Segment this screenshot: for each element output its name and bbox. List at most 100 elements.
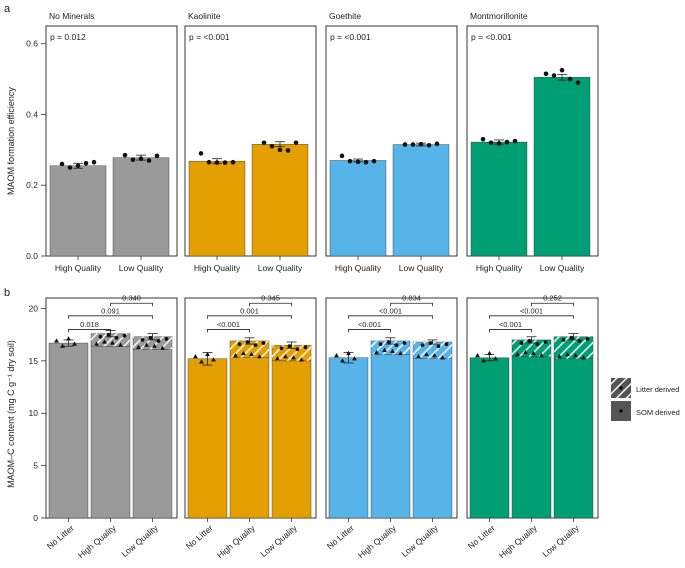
panel-b-facet-1: No Litter High Quality Low Quality<0.0010.… — [184, 294, 317, 560]
panel-b-litter-point-3-1-3 — [527, 339, 532, 343]
panel-b-som-point-3-2-4 — [573, 353, 578, 358]
panel-b-litter-point-3-2-7 — [585, 336, 590, 341]
panel-b-xtick-label-3-2: Low Quality — [540, 522, 581, 559]
panel-b-som-point-1-0-3 — [211, 357, 216, 362]
panel-b-som-point-3-2-2 — [565, 351, 570, 357]
panel-b-som-point-2-2-6 — [440, 355, 445, 360]
panel-b-litter-point-3-2-3 — [569, 335, 574, 340]
panel-a-ytick-label-3: 0.6 — [26, 39, 38, 49]
panel-b-som-point-3-1-0 — [515, 351, 520, 357]
panel-b-litter-point-1-2-3 — [287, 344, 292, 349]
panel-b-bar-som-2-2 — [412, 358, 453, 519]
panel-b-bar-som-1-1 — [229, 357, 270, 519]
panel-b-litter-point-2-2-3 — [428, 341, 433, 345]
panel-a-point-3-1-4 — [575, 80, 581, 85]
panel-a-point-2-0-2 — [355, 159, 361, 165]
panel-b-litter-point-0-2-1 — [140, 338, 145, 342]
panel-a-bar-3-0 — [470, 141, 528, 257]
panel-b-som-point-2-0-1 — [340, 358, 345, 363]
panel-b-litter-point-3-2-5 — [577, 339, 582, 343]
panel-a-point-3-1-2 — [559, 67, 565, 73]
panel-b-som-point-0-1-0 — [94, 341, 99, 346]
panel-a-xtick-label-2-0: High Quality — [335, 263, 382, 273]
panel-a-point-3-0-1 — [488, 140, 494, 146]
panel-a-point-1-0-2 — [214, 160, 220, 165]
panel-b-som-point-1-2-2 — [283, 354, 288, 359]
panel-b-som-point-2-1-0 — [374, 349, 379, 355]
panel-b-litter-point-2-1-3 — [386, 340, 391, 344]
panel-b-facet-2: No Litter High Quality Low Quality <0.001 <0… — [325, 294, 458, 560]
panel-a-point-2-0-4 — [371, 158, 377, 164]
panel-b-som-point-1-0-0 — [193, 354, 198, 359]
panel-a-point-3-1-3 — [567, 76, 573, 82]
panel-b-bar-som-1-0 — [187, 358, 228, 519]
legend: Litter derived SOM derived — [611, 378, 680, 421]
panel-b-som-point-2-1-2 — [382, 347, 387, 352]
panel-b-xtick-label-2-1: High Quality — [356, 522, 398, 560]
panel-a-ytick-label-0: 0.0 — [26, 251, 38, 261]
panel-b-litter-point-3-2-1 — [561, 338, 566, 342]
panel-b-litter-point-2-2-1 — [420, 343, 425, 348]
panel-b-comparison-bracket-2-1 — [348, 315, 433, 319]
panel-a-facet-2: Goethite p = <0.001 High Quality Low Qualit… — [325, 11, 458, 273]
panel-b-comparison-bracket-2-2 — [390, 302, 433, 307]
panel-a-facet-title-3: Montmorillonite — [470, 11, 528, 21]
panel-b-comparison-label-2-2: 0.834 — [402, 294, 421, 303]
panel-a-point-3-0-0 — [480, 136, 486, 142]
panel-a-point-1-0-3 — [222, 160, 228, 165]
panel-a-point-2-1-4 — [434, 141, 440, 147]
panel-b-som-point-2-0-3 — [352, 356, 357, 361]
panel-b-som-point-0-1-6 — [118, 342, 123, 347]
legend-som-label: SOM derived — [636, 408, 680, 417]
panel-b-som-point-1-0-2 — [205, 351, 210, 357]
panel-a-bar-1-1 — [251, 143, 309, 257]
panel-b-som-point-1-1-6 — [257, 354, 262, 359]
panel-a-point-1-0-0 — [198, 151, 204, 156]
panel-b-comparison-label-1-0: <0.001 — [217, 320, 240, 329]
panel-b-comparison-label-2-0: <0.001 — [358, 320, 381, 329]
panel-b-comparison-label-1-1: 0.001 — [240, 306, 259, 315]
panel-b-litter-point-2-2-7 — [444, 342, 449, 346]
panel-b-facets: No Litter High Quality Low Quality0.0180.0… — [45, 294, 599, 560]
panel-b-bar-som-3-0 — [469, 357, 510, 519]
legend-litter-label: Litter derived — [636, 385, 679, 394]
panel-b-litter-point-1-2-7 — [303, 345, 308, 350]
panel-b-bar-som-3-1 — [511, 356, 552, 519]
panel-a-bar-0-1 — [112, 157, 170, 257]
panel-b-som-point-0-1-4 — [110, 340, 115, 345]
panel-a-point-0-0-1 — [67, 165, 73, 170]
panel-b-som-point-0-0-2 — [66, 336, 71, 341]
panel-b-ytick-label-4: 20 — [29, 303, 39, 313]
panel-b-bar-som-0-0 — [48, 342, 89, 519]
panel-a-xtick-label-1-0: High Quality — [194, 263, 241, 273]
panel-a-facet-title-2: Goethite — [329, 11, 361, 21]
panel-b-comparison-label-3-2: 0.252 — [543, 294, 562, 303]
panel-b-som-point-0-0-3 — [72, 341, 77, 346]
panel-b-litter-point-3-1-7 — [543, 340, 548, 344]
panel-b-xtick-label-1-1: High Quality — [215, 522, 257, 560]
panel-b-xtick-label-0-0: No Litter — [45, 523, 76, 551]
panel-b-litter-point-2-1-1 — [378, 342, 383, 346]
panel-b-litter-point-1-1-1 — [237, 342, 242, 346]
panel-a-facet-3: Montmorillonite p = <0.001 High Quality Low… — [466, 11, 599, 273]
panel-b-comparison-bracket-2-0 — [348, 329, 391, 333]
panel-a-point-0-1-0 — [122, 152, 128, 158]
panel-b-som-point-0-2-0 — [136, 344, 141, 349]
panel-a-p-value-1: p = <0.001 — [189, 32, 230, 42]
panel-b-som-point-1-2-6 — [299, 357, 304, 362]
panel-b-som-point-0-2-4 — [152, 343, 157, 348]
panel-b-comparison-label-3-0: <0.001 — [499, 320, 522, 329]
panel-b-litter-point-1-1-5 — [253, 343, 258, 348]
panel-a-xtick-label-0-0: High Quality — [55, 263, 102, 273]
panel-b-som-point-1-2-4 — [291, 355, 296, 360]
panel-a-p-value-3: p = <0.001 — [471, 32, 512, 42]
panel-a-point-1-1-4 — [293, 140, 299, 146]
panel-a-point-0-1-4 — [154, 153, 160, 159]
panel-b-comparison-bracket-1-0 — [207, 329, 250, 333]
panel-a-point-0-1-3 — [146, 158, 152, 163]
panel-b-comparison-label-3-1: <0.001 — [520, 306, 543, 315]
panel-a-facet-frame-0 — [45, 25, 178, 257]
panel-b-comparison-bracket-0-1 — [68, 315, 153, 319]
legend-litter-point — [619, 386, 623, 390]
panel-b-facet-0: No Litter High Quality Low Quality 0.0180.0… — [45, 294, 178, 560]
